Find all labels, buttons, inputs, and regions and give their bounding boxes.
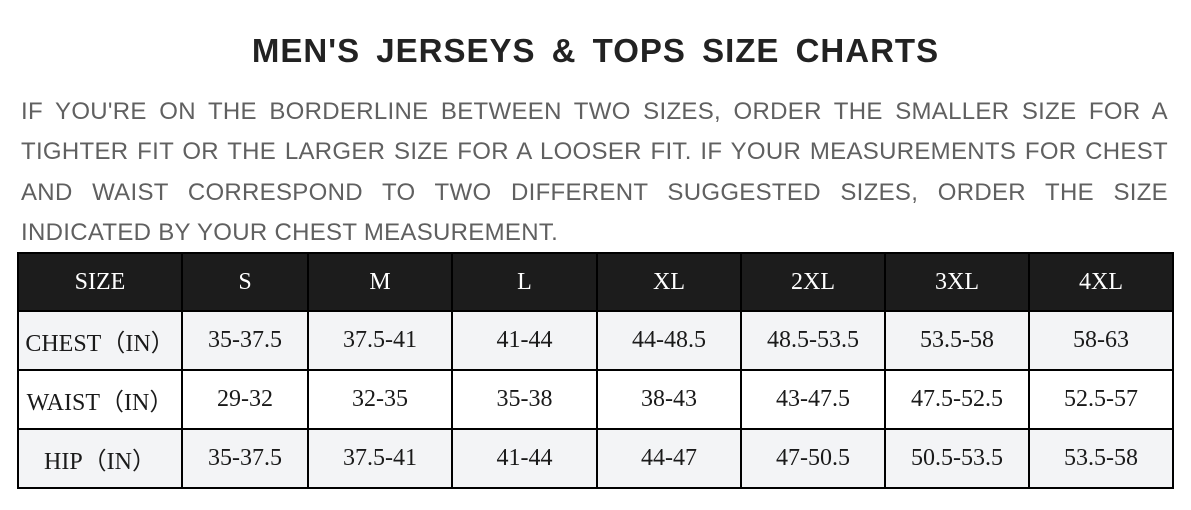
table-cell: 44-47 [596, 428, 742, 489]
table-cell: 43-47.5 [740, 369, 886, 430]
size-chart-table: SIZE S M L XL 2XL 3XL 4XL CHEST（IN） 35-3… [17, 252, 1174, 489]
table-cell: 41-44 [451, 428, 598, 489]
table-cell: 35-38 [451, 369, 598, 430]
table-cell: 32-35 [307, 369, 453, 430]
row-label: CHEST（IN） [17, 310, 183, 371]
page-title: MEN'S JERSEYS & TOPS SIZE CHARTS [251, 32, 940, 69]
header-cell: 4XL [1028, 252, 1174, 312]
header-cell: XL [596, 252, 742, 312]
table-cell: 38-43 [596, 369, 742, 430]
table-cell: 53.5-58 [884, 310, 1030, 371]
header-cell: 3XL [884, 252, 1030, 312]
table-cell: 37.5-41 [307, 310, 453, 371]
table-row-waist: WAIST（IN） 29-32 32-35 35-38 38-43 43-47.… [17, 369, 1174, 430]
table-cell: 48.5-53.5 [740, 310, 886, 371]
table-row-chest: CHEST（IN） 35-37.5 37.5-41 41-44 44-48.5 … [17, 310, 1174, 371]
row-label: WAIST（IN） [17, 369, 183, 430]
table-cell: 53.5-58 [1028, 428, 1174, 489]
table-cell: 47-50.5 [740, 428, 886, 489]
header-cell: S [181, 252, 309, 312]
header-cell: 2XL [740, 252, 886, 312]
header-cell: SIZE [17, 252, 183, 312]
table-cell: 41-44 [451, 310, 598, 371]
header-cell: L [451, 252, 598, 312]
table-cell: 52.5-57 [1028, 369, 1174, 430]
intro-paragraph: IF YOU'RE ON THE BORDERLINE BETWEEN TWO … [21, 98, 1168, 246]
table-cell: 58-63 [1028, 310, 1174, 371]
header-row: SIZE S M L XL 2XL 3XL 4XL [17, 252, 1174, 312]
table-cell: 35-37.5 [181, 428, 309, 489]
table-cell: 44-48.5 [596, 310, 742, 371]
header-cell: M [307, 252, 453, 312]
table-row-hip: HIP（IN） 35-37.5 37.5-41 41-44 44-47 47-5… [17, 428, 1174, 489]
table-cell: 47.5-52.5 [884, 369, 1030, 430]
table-cell: 50.5-53.5 [884, 428, 1030, 489]
table-cell: 29-32 [181, 369, 309, 430]
table-cell: 35-37.5 [181, 310, 309, 371]
table-cell: 37.5-41 [307, 428, 453, 489]
row-label: HIP（IN） [17, 428, 183, 489]
